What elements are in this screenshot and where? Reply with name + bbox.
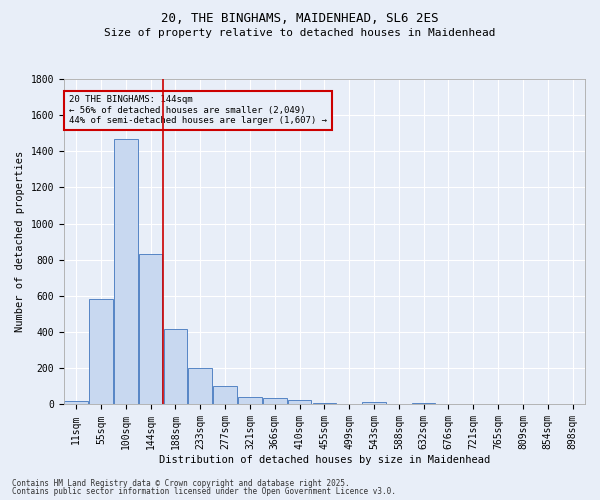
Text: Contains HM Land Registry data © Crown copyright and database right 2025.: Contains HM Land Registry data © Crown c… (12, 478, 350, 488)
Bar (238, 397, 262, 404)
Bar (362, 402, 386, 404)
Y-axis label: Number of detached properties: Number of detached properties (15, 151, 25, 332)
Bar (64, 401, 88, 404)
Bar (313, 402, 336, 404)
Text: Size of property relative to detached houses in Maidenhead: Size of property relative to detached ho… (104, 28, 496, 38)
Bar (139, 254, 163, 404)
Bar (114, 138, 137, 404)
Text: 20, THE BINGHAMS, MAIDENHEAD, SL6 2ES: 20, THE BINGHAMS, MAIDENHEAD, SL6 2ES (161, 12, 439, 26)
Bar (188, 368, 212, 404)
Text: Contains public sector information licensed under the Open Government Licence v3: Contains public sector information licen… (12, 487, 396, 496)
Bar (164, 330, 187, 404)
X-axis label: Distribution of detached houses by size in Maidenhead: Distribution of detached houses by size … (159, 455, 490, 465)
Bar (412, 402, 436, 404)
Bar (214, 386, 237, 404)
Bar (89, 298, 113, 405)
Text: 20 THE BINGHAMS: 144sqm
← 56% of detached houses are smaller (2,049)
44% of semi: 20 THE BINGHAMS: 144sqm ← 56% of detache… (69, 96, 327, 125)
Bar (288, 400, 311, 404)
Bar (263, 398, 287, 404)
